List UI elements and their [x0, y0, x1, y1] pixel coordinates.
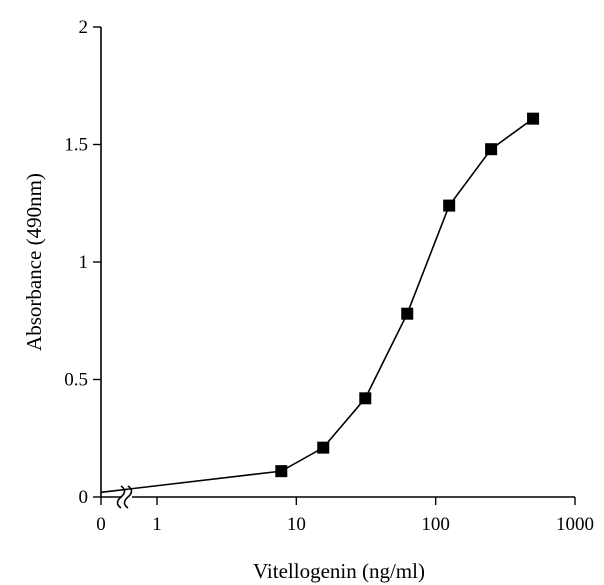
x-tick-label: 0: [96, 514, 106, 535]
ticks: 0 0.5 1 1.5 2 0 1 10 100 1000: [64, 17, 594, 535]
series-line: [100, 118, 534, 494]
data-series: [100, 112, 540, 509]
data-point: [485, 143, 498, 156]
y-tick-label: 1: [79, 252, 89, 273]
y-tick-label: 2: [79, 17, 89, 38]
x-tick-label: 1: [152, 514, 162, 535]
y-tick-label: 0: [79, 487, 89, 508]
x-tick-label: 10: [287, 514, 306, 535]
data-point: [275, 465, 288, 478]
y-axis-title: Absorbance (490nm): [22, 173, 46, 351]
data-point: [527, 112, 540, 125]
y-tick-label: 0.5: [64, 370, 88, 391]
axis-break-mark: [123, 485, 133, 509]
x-tick-label: 1000: [556, 514, 594, 535]
data-point: [401, 307, 414, 320]
x-tick-label: 100: [421, 514, 450, 535]
data-point: [359, 392, 372, 405]
axes: [100, 27, 575, 498]
y-tick-label: 1.5: [64, 135, 88, 156]
data-point: [317, 441, 330, 454]
x-axis-title: Vitellogenin (ng/ml): [253, 559, 425, 583]
axis-break-mark: [116, 485, 126, 509]
data-point: [443, 199, 456, 212]
